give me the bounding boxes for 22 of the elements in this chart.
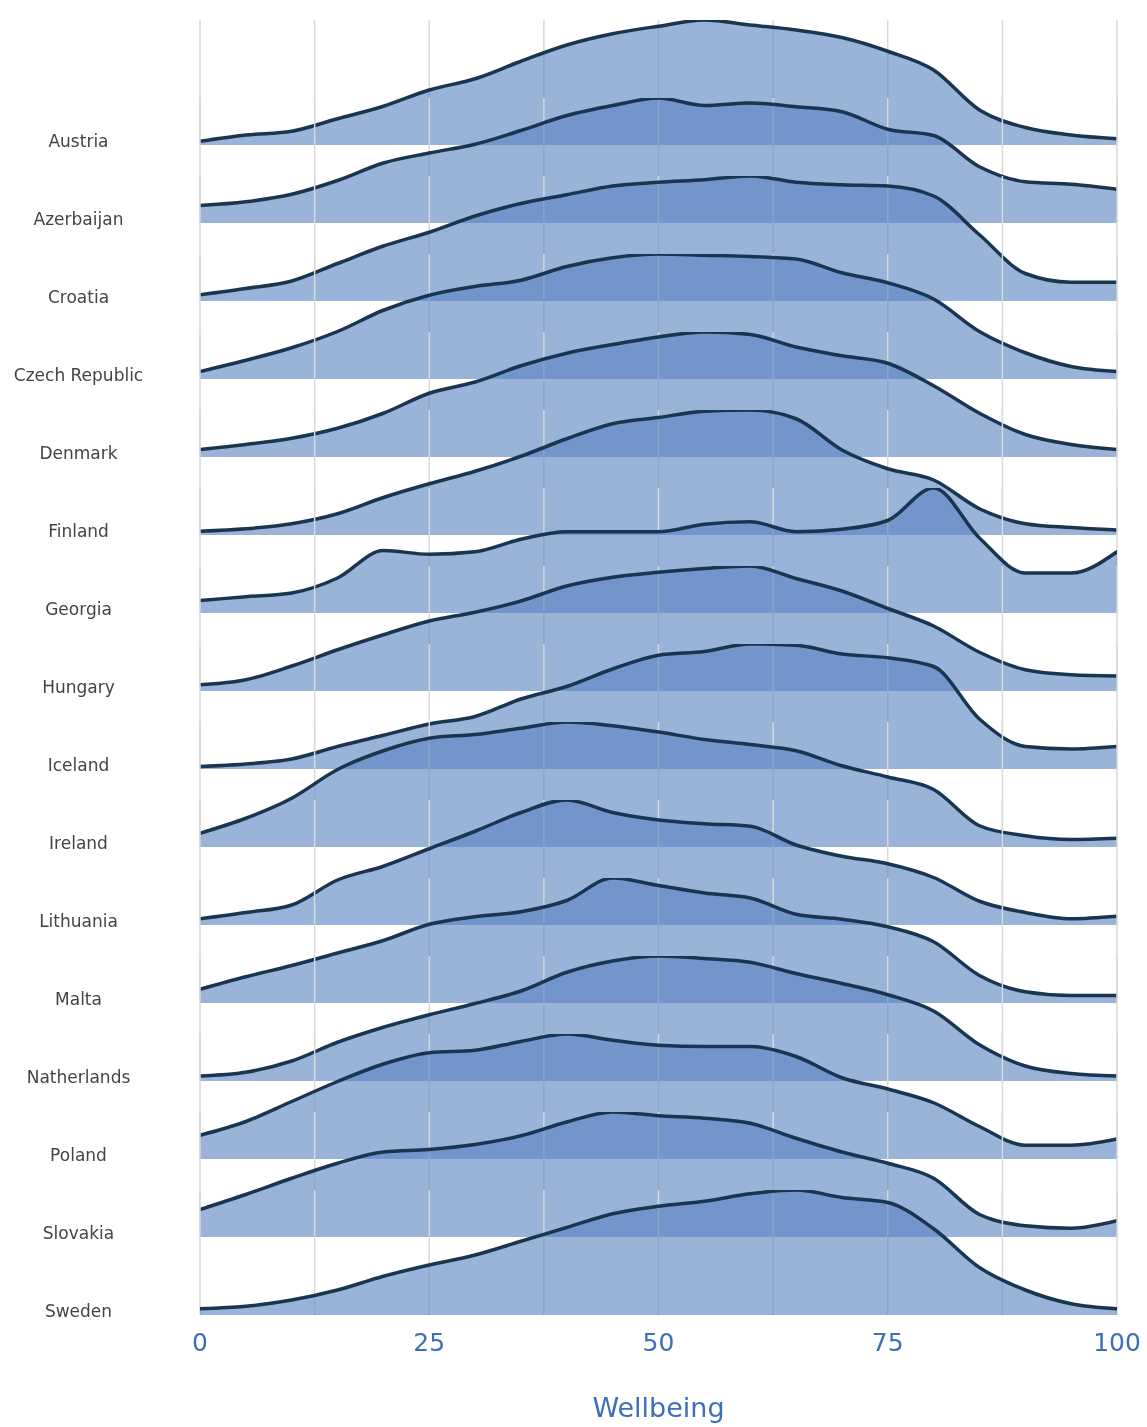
- y-axis-title: Denmark: [38, 443, 119, 463]
- y-axis-title: Slovakia: [41, 1223, 116, 1243]
- y-axis-title: Georgia: [44, 599, 113, 619]
- y-axis-title: Sweden: [43, 1301, 114, 1321]
- x-tick-label: 75: [871, 1327, 904, 1357]
- x-tick-label: 50: [642, 1327, 675, 1357]
- x-tick-label: 25: [413, 1327, 446, 1357]
- y-axis-title: Natherlands: [25, 1067, 132, 1087]
- x-tick-label: 100: [1093, 1327, 1141, 1357]
- y-axis-title: Malta: [54, 989, 103, 1009]
- y-axis-title: Lithuania: [38, 911, 119, 931]
- x-axis-title: Wellbeing: [592, 1392, 725, 1423]
- y-axis-title: Finland: [47, 521, 110, 541]
- y-axis-title: Croatia: [46, 287, 111, 307]
- x-tick-label: 0: [192, 1327, 208, 1357]
- y-axis-title: Azerbaijan: [32, 209, 125, 229]
- y-axis-title: Poland: [49, 1145, 108, 1165]
- y-axis-title: Czech Republic: [12, 365, 145, 385]
- y-axis-title: Hungary: [41, 677, 116, 697]
- y-axis-title: Austria: [47, 131, 110, 151]
- y-axis-title: Ireland: [48, 833, 109, 853]
- y-axis-title: Iceland: [46, 755, 111, 775]
